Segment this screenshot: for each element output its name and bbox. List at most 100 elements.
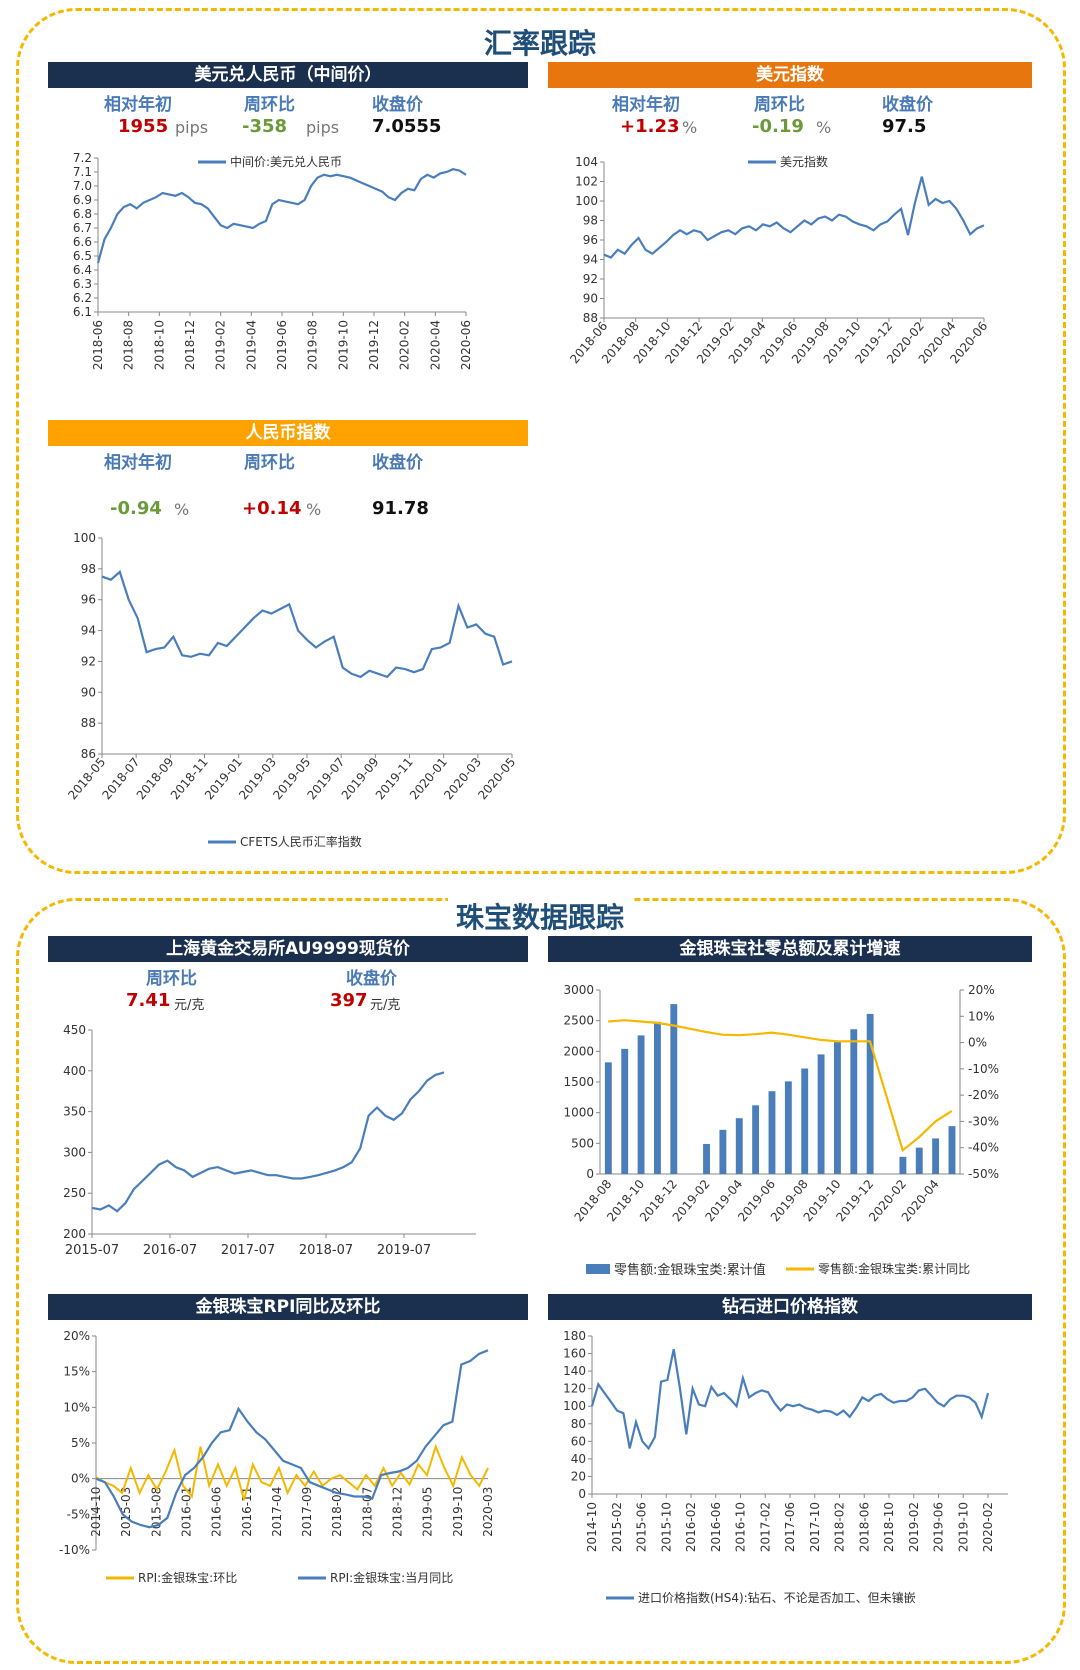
- diamond-legend: 进口价格指数(HS4):钻石、不论是否加工、但未镶嵌: [638, 1590, 916, 1605]
- x-tick-label: 2019-10: [956, 1502, 970, 1552]
- x-tick-label: 2014-10: [585, 1502, 599, 1552]
- retail-bar: [784, 1081, 792, 1174]
- y-tick-label: -30%: [968, 1114, 999, 1128]
- retail-legend-bar-swatch: [586, 1264, 610, 1274]
- x-tick-label: 2016-06: [709, 1502, 723, 1552]
- x-tick-label: 2018-12: [183, 320, 197, 370]
- retail-bar: [752, 1105, 760, 1174]
- x-tick-label: 2018-10: [152, 320, 166, 370]
- y-tick-label: 140: [563, 1364, 586, 1378]
- retail-bar: [703, 1143, 710, 1174]
- x-tick-label: 2018-10: [882, 1502, 896, 1552]
- y-tick-label: -40%: [968, 1141, 999, 1155]
- y-tick-label: 6.9: [73, 193, 92, 207]
- dxy-series-line: [603, 176, 985, 259]
- x-tick-label: 2018-12: [391, 1487, 405, 1537]
- dxy-chart: 8890929496981001021042018-062018-082018-…: [567, 154, 990, 366]
- y-tick-label: 0%: [71, 1472, 90, 1486]
- retail-growth-line: [608, 1019, 953, 1153]
- y-tick-label: 96: [583, 233, 598, 247]
- x-tick-label: 2018-06: [857, 1502, 871, 1552]
- x-tick-label: 2018-02: [833, 1502, 847, 1552]
- retail-bar: [670, 1004, 678, 1174]
- fx-section-title: 汇率跟踪: [470, 22, 610, 62]
- dxy-header: 美元指数: [548, 62, 1032, 88]
- y-tick-label: 6.2: [73, 291, 92, 305]
- retail-bar: [899, 1156, 907, 1174]
- usdcny-close-value: 7.0555: [372, 116, 442, 137]
- y-tick-label: 1000: [563, 1106, 594, 1120]
- y-tick-label: 102: [575, 175, 598, 189]
- gold-chart: 200 250 300 350 400 450 2015-07 2016-07 2017-07 2…: [63, 1023, 476, 1258]
- retail-bar: [768, 1091, 776, 1174]
- x-tick-label: 2016-10: [734, 1502, 748, 1552]
- cnyindex-series-line: [101, 569, 513, 679]
- gold-wow-value: 7.41: [126, 990, 171, 1011]
- y-tick-label: 94: [583, 253, 598, 267]
- usdcny-legend: 中间价:美元兑人民币: [230, 154, 342, 169]
- y-tick-label: 0: [578, 1487, 586, 1501]
- dxy-ytd-value: +1.23: [620, 116, 680, 137]
- y-tick-label: 20%: [968, 983, 995, 997]
- x-tick-label: 2017-02: [758, 1502, 772, 1552]
- retail-bar: [850, 1029, 858, 1174]
- x-tick-label: 2019-10: [451, 1487, 465, 1537]
- y-tick-label: 6.7: [73, 221, 92, 235]
- cnyindex-close-value: 91.78: [372, 498, 429, 519]
- y-tick-label: 98: [583, 214, 598, 228]
- y-tick-label: 200: [63, 1227, 86, 1241]
- y-tick-label: 90: [583, 292, 598, 306]
- x-tick-label: 2020-06: [459, 320, 473, 370]
- x-tick-label: 2018-02: [330, 1487, 344, 1537]
- y-tick-label: 10%: [63, 1400, 90, 1414]
- y-tick-label: 6.5: [73, 249, 92, 263]
- gold-label-wow: 周环比: [146, 969, 197, 989]
- y-tick-label: 100: [563, 1399, 586, 1413]
- y-tick-label: 98: [81, 562, 96, 576]
- y-tick-label: 86: [81, 747, 96, 761]
- cnyindex-ytd-value: -0.94: [110, 498, 162, 519]
- x-tick-label: 2015-07: [65, 1243, 119, 1258]
- y-tick-label: 20: [571, 1469, 586, 1483]
- y-tick-label: 0: [586, 1167, 594, 1181]
- y-tick-label: 7.2: [73, 151, 92, 165]
- retail-bar: [719, 1129, 727, 1174]
- y-tick-label: 6.6: [73, 235, 92, 249]
- x-tick-label: 2018-07: [360, 1487, 374, 1537]
- y-tick-label: 7.1: [73, 165, 92, 179]
- retail-bar: [834, 1042, 841, 1174]
- cnyindex-wow-value: +0.14: [242, 498, 302, 519]
- x-tick-label: 2015-08: [149, 1487, 163, 1537]
- diamond-header: 钻石进口价格指数: [548, 1294, 1032, 1320]
- gold-series-line: [91, 1071, 445, 1213]
- retail-bar: [932, 1138, 940, 1174]
- x-tick-label: 2015-10: [659, 1502, 673, 1552]
- x-tick-label: 2015-02: [610, 1502, 624, 1552]
- usdcny-header: 美元兑人民币（中间价）: [48, 62, 528, 88]
- dxy-label-ytd: 相对年初: [612, 95, 680, 115]
- x-tick-label: 2016-01: [179, 1487, 193, 1537]
- x-tick-label: 2020-02: [981, 1502, 995, 1552]
- cnyindex-chart: 868890929496981002018-052018-072018-0920…: [65, 531, 518, 849]
- x-tick-label: 2017-06: [783, 1502, 797, 1552]
- fx-section-box: [16, 8, 1066, 874]
- x-tick-label: 2017-07: [221, 1243, 275, 1258]
- y-tick-label: 6.1: [73, 305, 92, 319]
- y-tick-label: 5%: [71, 1436, 90, 1450]
- rpi-legend-mom: RPI:金银珠宝:环比: [138, 1570, 237, 1585]
- diamond-series-line: [590, 1348, 990, 1451]
- x-tick-label: 2018-08: [122, 320, 136, 370]
- y-tick-label: 300: [63, 1145, 86, 1159]
- x-tick-label: 2017-09: [300, 1487, 314, 1537]
- x-tick-label: 2019-12: [367, 320, 381, 370]
- x-tick-label: 2015-06: [635, 1502, 649, 1552]
- y-tick-label: 92: [81, 654, 96, 668]
- x-tick-label: 2014-10: [89, 1487, 103, 1537]
- retail-bar: [621, 1048, 629, 1174]
- gold-wow-unit: 元/克: [174, 998, 205, 1013]
- x-tick-label: 2019-06: [932, 1502, 946, 1552]
- dxy-legend: 美元指数: [780, 154, 828, 169]
- y-tick-label: 400: [63, 1064, 86, 1078]
- dxy-ytd-unit: %: [682, 118, 698, 137]
- usdcny-ytd-value: 1955: [118, 116, 169, 137]
